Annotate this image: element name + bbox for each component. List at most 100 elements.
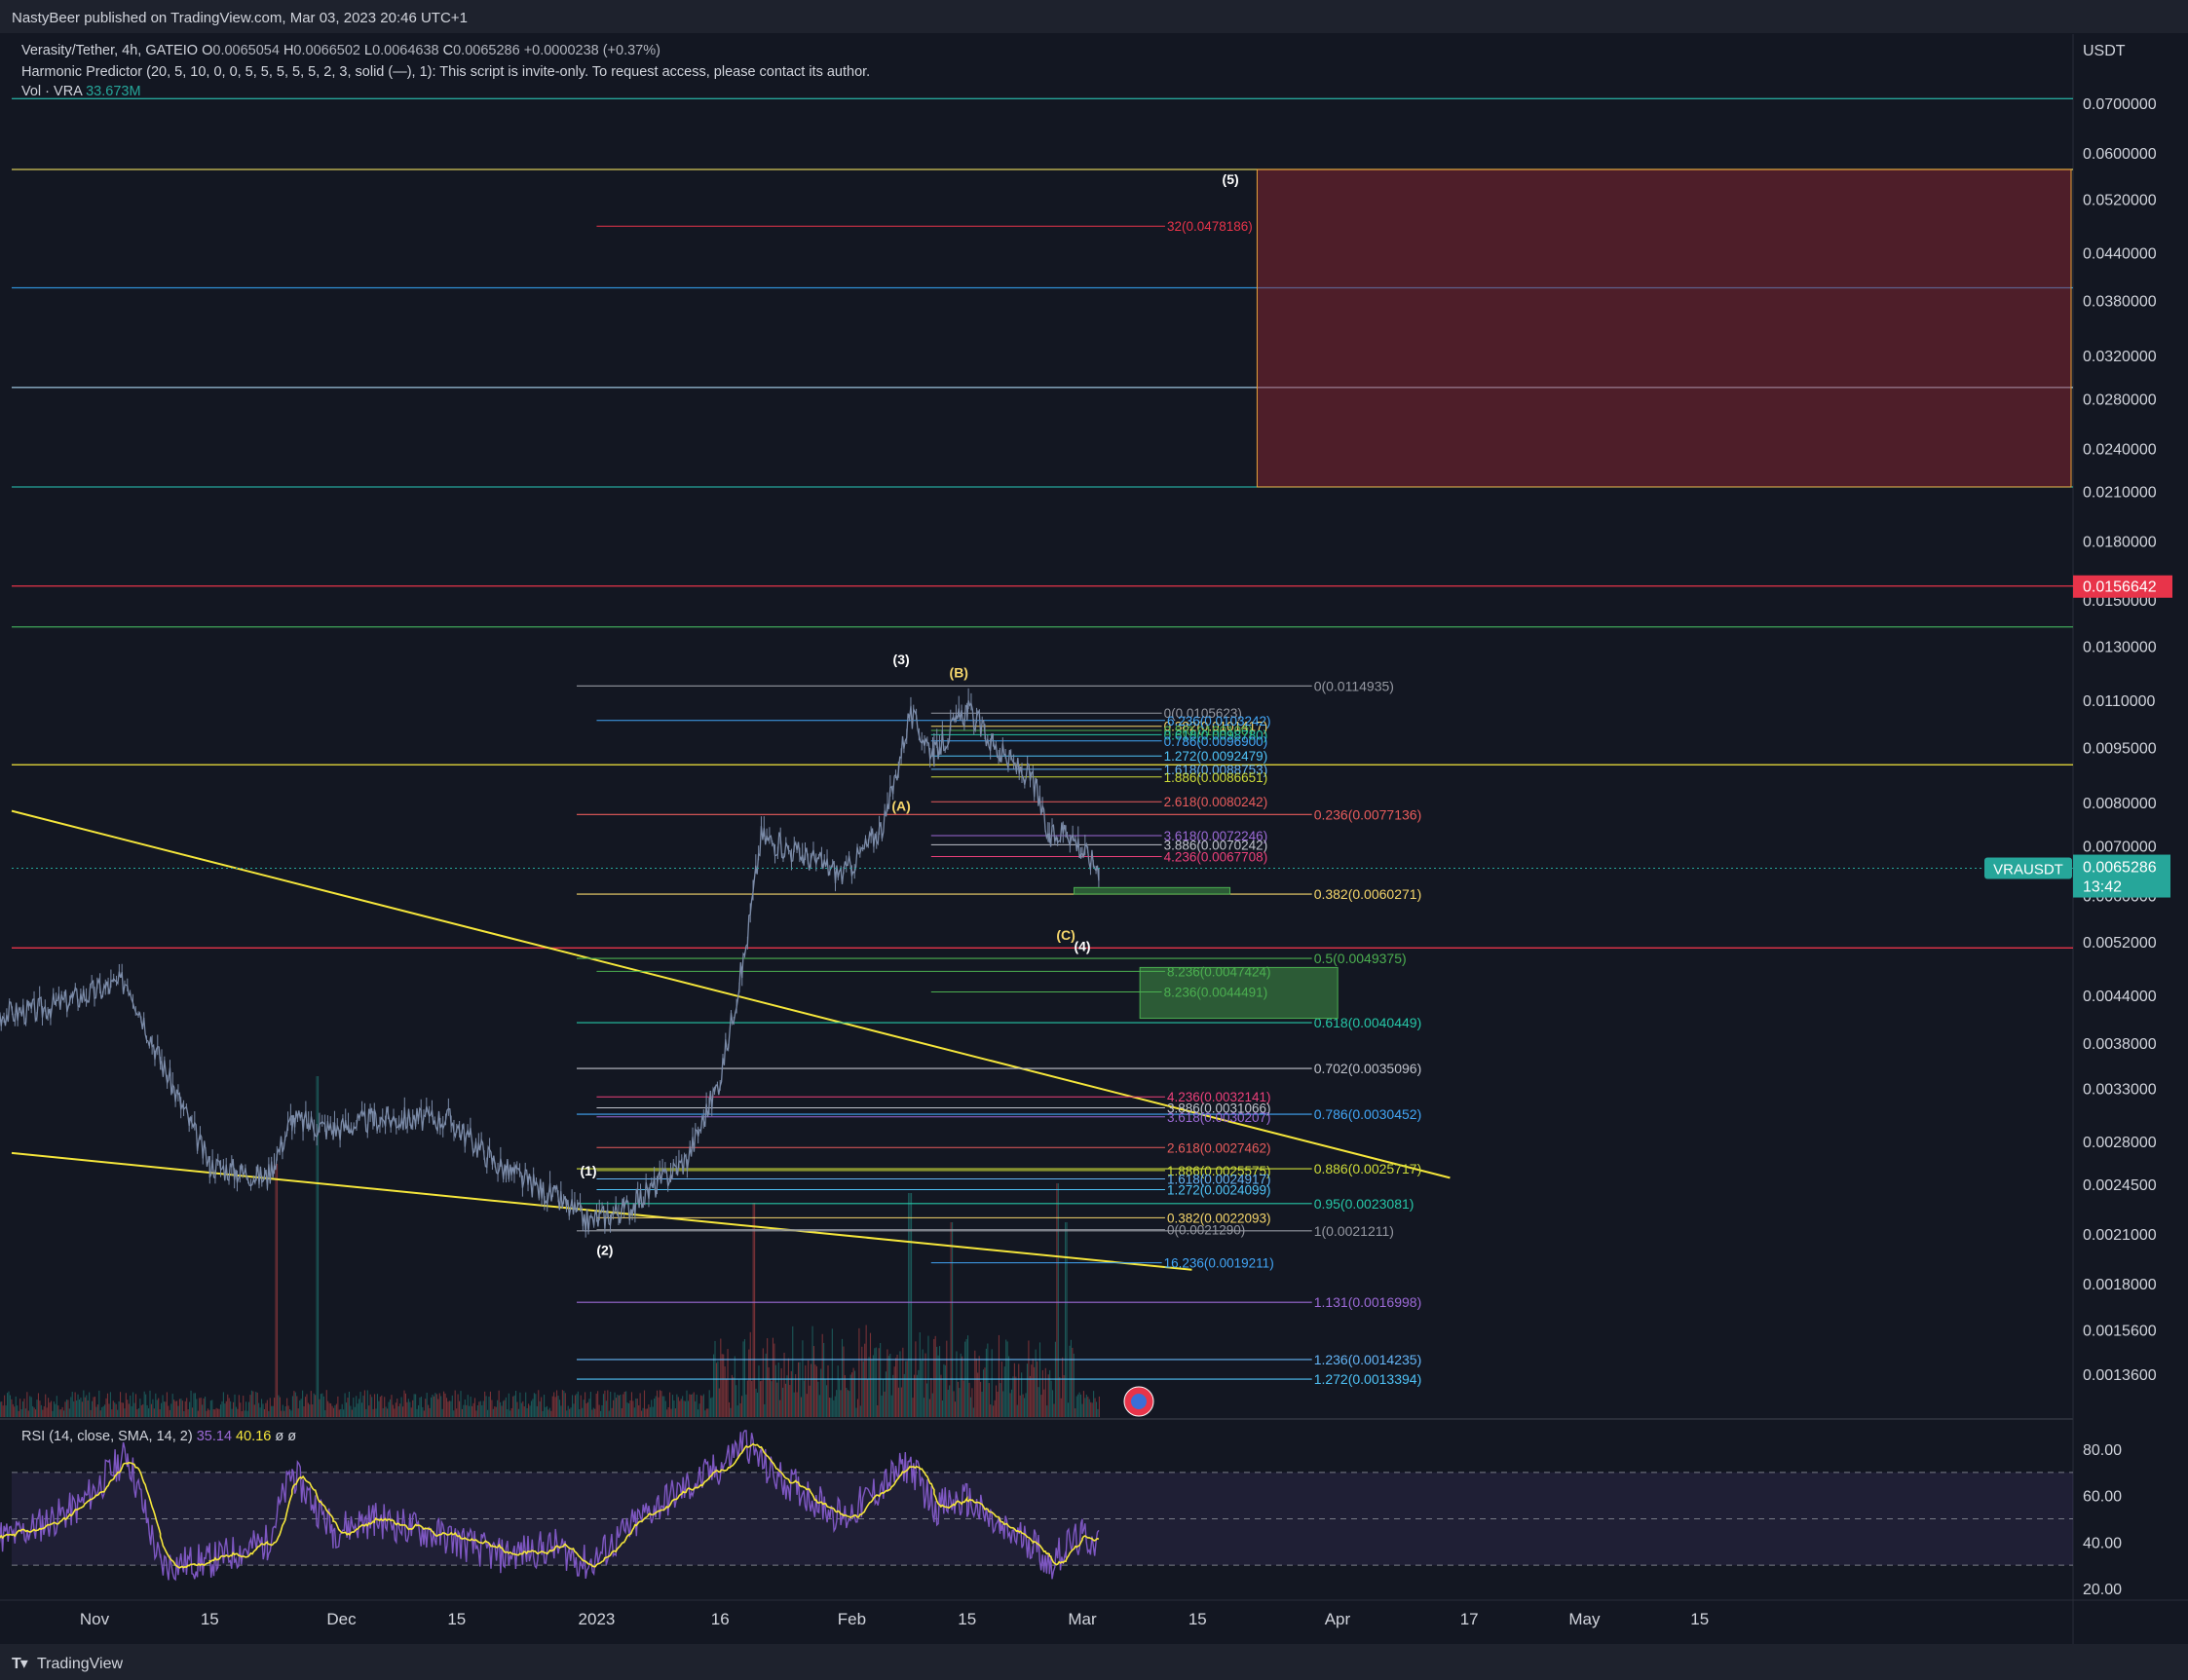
volume-bar-421	[548, 1407, 550, 1417]
volume-bar-427	[557, 1396, 559, 1417]
rsi-line	[0, 1430, 1100, 1582]
volume-bar-670	[900, 1387, 902, 1417]
volume-bar-605	[809, 1385, 811, 1417]
volume-bar-741	[1000, 1362, 1002, 1417]
volume-bar-112	[112, 1400, 114, 1417]
volume-bar-452	[592, 1407, 594, 1417]
volume-bar-675	[908, 1193, 910, 1417]
volume-bar-104	[101, 1406, 103, 1417]
symbol-badge	[1984, 857, 2072, 879]
volume-bar-382	[494, 1406, 496, 1417]
volume-bar-475	[625, 1391, 627, 1417]
volume-bar-93	[86, 1395, 88, 1417]
volume-bar-462	[607, 1390, 609, 1417]
rsi-ma-value: 40.16	[236, 1429, 272, 1444]
volume-bar-266	[330, 1403, 332, 1417]
volume-bar-778	[1053, 1403, 1055, 1417]
volume-bar-175	[202, 1404, 204, 1417]
volume-bar-327	[416, 1408, 418, 1417]
volume-bar-69	[52, 1410, 54, 1417]
price-tick-8: 0.0210000	[2083, 485, 2157, 502]
volume-bar-443	[580, 1395, 582, 1417]
volume-bar-420	[547, 1409, 549, 1417]
volume-bar-776	[1050, 1380, 1052, 1417]
volume-bar-630	[844, 1375, 846, 1417]
volume-bar-474	[623, 1392, 625, 1417]
volume-bar-198	[234, 1394, 236, 1417]
volume-bar-484	[638, 1405, 640, 1417]
fib-extension-bottom-label-2: 8.236(0.0047424)	[1167, 964, 1271, 979]
volume-bar-501	[661, 1396, 663, 1417]
volume-bar-66	[48, 1398, 50, 1417]
volume-bar-595	[795, 1374, 797, 1417]
volume-bar-521	[690, 1395, 692, 1417]
volume-bar-524	[695, 1400, 697, 1417]
volume-bar-590	[787, 1358, 789, 1417]
volume-bar-502	[663, 1396, 665, 1417]
volume-bar-164	[186, 1398, 188, 1417]
volume-bar-165	[187, 1409, 189, 1417]
volume-bar-488	[643, 1390, 646, 1417]
volume-bar-701	[944, 1364, 946, 1417]
volume-bar-609	[814, 1364, 816, 1417]
volume-bar-91	[83, 1390, 85, 1417]
volume-bar-217	[261, 1399, 263, 1417]
volume-bar-122	[127, 1400, 129, 1417]
volume-bar-324	[412, 1400, 414, 1417]
volume-bar-273	[340, 1408, 342, 1417]
volume-bar-37	[7, 1393, 9, 1417]
volume-bar-746	[1008, 1356, 1010, 1417]
volume-bar-354	[454, 1390, 456, 1417]
volume-bar-767	[1037, 1387, 1039, 1417]
volume-bar-769	[1040, 1395, 1042, 1417]
volume-bar-401	[520, 1402, 522, 1417]
rsi-legend: RSI (14, close, SMA, 14, 2) 35.14 40.16 …	[21, 1429, 296, 1444]
volume-bar-282	[353, 1397, 355, 1417]
time-tick-2: Dec	[326, 1610, 357, 1628]
volume-bar-341	[435, 1394, 437, 1417]
volume-bar-51	[26, 1392, 28, 1417]
volume-bar-194	[228, 1398, 230, 1417]
volume-bar-629	[843, 1346, 845, 1417]
volume-bar-781	[1057, 1183, 1059, 1417]
volume-bar-137	[148, 1408, 150, 1417]
price-tick-18: 0.0044000	[2083, 989, 2157, 1005]
volume-bar-544	[723, 1354, 725, 1417]
time-tick-6: Feb	[838, 1610, 866, 1628]
tradingview-logo[interactable]: T▾ TradingView	[12, 1654, 123, 1673]
wave-label-6: (B)	[950, 665, 968, 681]
volume-bar-696	[937, 1355, 939, 1417]
price-tick-9: 0.0180000	[2083, 535, 2157, 551]
volume-bar-578	[771, 1381, 773, 1417]
fib-extension-bottom-label-1: 32(0.0478186)	[1167, 219, 1253, 234]
volume-bar-794	[1075, 1396, 1077, 1417]
volume-bar-807	[1094, 1398, 1096, 1417]
volume-bar-53	[29, 1396, 31, 1417]
volume-bar-671	[902, 1347, 904, 1417]
volume-bar-810	[1098, 1396, 1100, 1417]
volume-bar-507	[670, 1408, 672, 1417]
volume-bar-90	[81, 1401, 83, 1417]
volume-bar-624	[836, 1390, 838, 1417]
volume-bar-611	[817, 1381, 819, 1417]
volume-bar-132	[140, 1404, 142, 1417]
volume-bar-684	[921, 1360, 923, 1417]
volume-bar-758	[1025, 1393, 1027, 1417]
fib-extension-top-label-4: 0.786(0.0096900)	[1164, 734, 1268, 749]
volume-bar-223	[269, 1398, 271, 1417]
price-tick-4: 0.0380000	[2083, 293, 2157, 310]
volume-bar-58	[36, 1400, 38, 1417]
volume-bar-481	[633, 1407, 635, 1417]
volume-bar-46	[19, 1399, 21, 1417]
volume-bar-345	[441, 1408, 443, 1417]
volume-bar-386	[500, 1401, 502, 1417]
volume-bar-585	[780, 1368, 782, 1417]
volume-bar-724	[977, 1372, 979, 1417]
volume-bar-620	[830, 1398, 832, 1417]
volume-bar-442	[579, 1408, 581, 1417]
volume-bar-674	[906, 1361, 908, 1417]
volume-bar-721	[972, 1407, 974, 1417]
volume-bar-774	[1047, 1374, 1049, 1417]
volume-bar-183	[212, 1409, 214, 1417]
